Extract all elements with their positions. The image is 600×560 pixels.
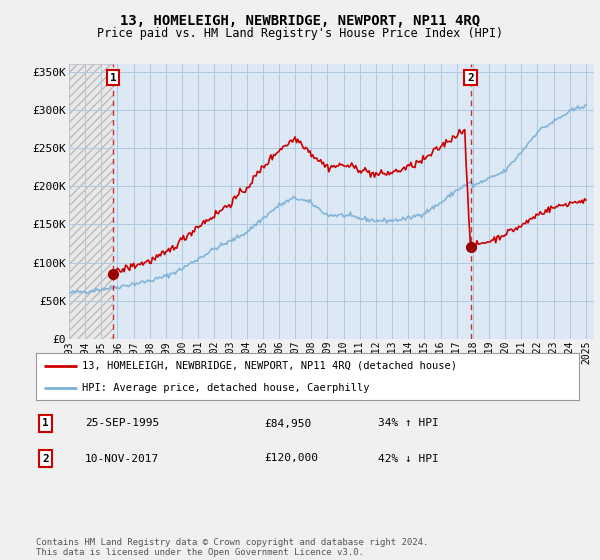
- Text: 13, HOMELEIGH, NEWBRIDGE, NEWPORT, NP11 4RQ (detached house): 13, HOMELEIGH, NEWBRIDGE, NEWPORT, NP11 …: [82, 361, 457, 371]
- Text: £120,000: £120,000: [264, 454, 318, 464]
- Text: 1: 1: [110, 73, 116, 83]
- Text: 1: 1: [43, 418, 49, 428]
- Text: 25-SEP-1995: 25-SEP-1995: [85, 418, 159, 428]
- Text: 10-NOV-2017: 10-NOV-2017: [85, 454, 159, 464]
- Text: 13, HOMELEIGH, NEWBRIDGE, NEWPORT, NP11 4RQ: 13, HOMELEIGH, NEWBRIDGE, NEWPORT, NP11 …: [120, 14, 480, 28]
- Text: £84,950: £84,950: [264, 418, 311, 428]
- Text: 2: 2: [467, 73, 474, 83]
- Text: Contains HM Land Registry data © Crown copyright and database right 2024.
This d: Contains HM Land Registry data © Crown c…: [36, 538, 428, 557]
- Text: Price paid vs. HM Land Registry's House Price Index (HPI): Price paid vs. HM Land Registry's House …: [97, 27, 503, 40]
- Text: 2: 2: [43, 454, 49, 464]
- Bar: [69, 64, 113, 339]
- Text: HPI: Average price, detached house, Caerphilly: HPI: Average price, detached house, Caer…: [82, 382, 370, 393]
- Text: 42% ↓ HPI: 42% ↓ HPI: [378, 454, 439, 464]
- Text: 34% ↑ HPI: 34% ↑ HPI: [378, 418, 439, 428]
